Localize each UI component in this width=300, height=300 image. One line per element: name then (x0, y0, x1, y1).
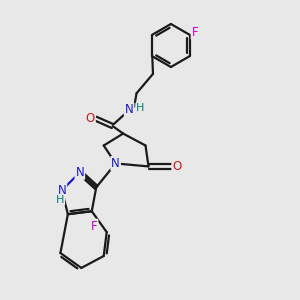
Text: N: N (76, 166, 84, 179)
Text: H: H (56, 195, 64, 205)
Text: O: O (172, 160, 182, 173)
Text: F: F (91, 220, 98, 232)
Text: N: N (58, 184, 66, 197)
Text: O: O (86, 112, 95, 125)
Text: N: N (125, 103, 134, 116)
Text: F: F (192, 26, 198, 39)
Text: N: N (111, 157, 120, 170)
Text: H: H (136, 103, 144, 113)
